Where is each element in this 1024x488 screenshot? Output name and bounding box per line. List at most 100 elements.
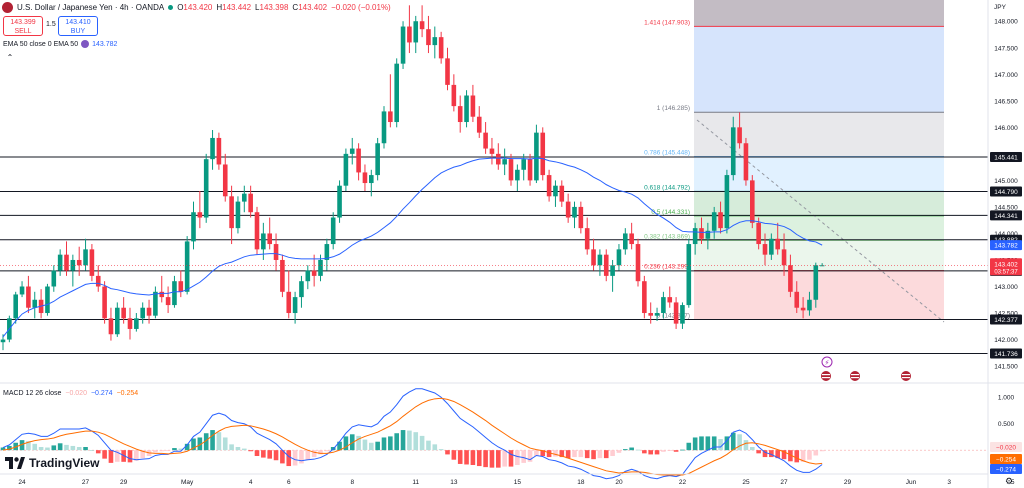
candle-body[interactable] xyxy=(673,302,679,324)
candle-body[interactable] xyxy=(216,137,222,165)
ema-50-line[interactable] xyxy=(2,157,823,338)
candle-body[interactable] xyxy=(26,286,31,308)
candle-body[interactable] xyxy=(337,185,342,218)
candle-body[interactable] xyxy=(794,291,800,308)
candle-body[interactable] xyxy=(254,212,260,250)
candle-body[interactable] xyxy=(210,137,215,160)
candle-body[interactable] xyxy=(146,307,152,316)
candle-body[interactable] xyxy=(235,201,241,229)
candle-body[interactable] xyxy=(432,37,438,46)
candle-body[interactable] xyxy=(464,95,469,123)
fib-trend-line[interactable] xyxy=(696,119,945,323)
candle-body[interactable] xyxy=(349,148,355,154)
candle-body[interactable] xyxy=(318,259,323,276)
candle-body[interactable] xyxy=(426,29,431,46)
candle-body[interactable] xyxy=(635,244,641,282)
macd-pane[interactable] xyxy=(0,388,988,480)
candle-body[interactable] xyxy=(470,95,476,117)
candle-body[interactable] xyxy=(800,307,806,311)
candle-body[interactable] xyxy=(311,270,317,276)
macd-line[interactable] xyxy=(2,388,823,480)
candle-body[interactable] xyxy=(178,281,184,292)
buy-button[interactable]: 143.410 BUY xyxy=(58,16,98,36)
candle-body[interactable] xyxy=(13,294,18,319)
candle-body[interactable] xyxy=(299,281,304,298)
candle-body[interactable] xyxy=(381,111,387,144)
candle-body[interactable] xyxy=(654,313,660,316)
candle-body[interactable] xyxy=(343,153,349,186)
candle-body[interactable] xyxy=(267,233,272,245)
candle-body[interactable] xyxy=(95,275,101,287)
candle-body[interactable] xyxy=(489,148,495,154)
candle-body[interactable] xyxy=(642,281,647,314)
candle-body[interactable] xyxy=(584,228,590,250)
candle-body[interactable] xyxy=(692,228,698,245)
candle-body[interactable] xyxy=(457,106,463,123)
symbol-title[interactable]: U.S. Dollar / Japanese Yen · 4h · OANDA xyxy=(17,2,165,12)
candle-body[interactable] xyxy=(718,212,723,229)
candle-body[interactable] xyxy=(0,339,6,343)
candle-body[interactable] xyxy=(578,206,584,229)
candle-body[interactable] xyxy=(45,286,50,314)
candle-body[interactable] xyxy=(394,63,399,123)
candle-body[interactable] xyxy=(19,286,25,295)
macd-legend[interactable]: MACD 12 26 close −0.020 −0.274 −0.254 xyxy=(3,390,138,397)
candle-body[interactable] xyxy=(140,307,145,319)
candle-body[interactable] xyxy=(102,286,107,319)
candle-body[interactable] xyxy=(32,299,38,308)
candle-body[interactable] xyxy=(743,143,749,181)
candle-body[interactable] xyxy=(445,58,450,85)
candle-body[interactable] xyxy=(476,116,482,133)
candle-body[interactable] xyxy=(540,132,546,176)
candle-body[interactable] xyxy=(197,212,203,218)
candle-body[interactable] xyxy=(762,244,768,255)
candle-body[interactable] xyxy=(680,305,685,324)
candle-body[interactable] xyxy=(610,265,615,276)
candle-body[interactable] xyxy=(667,297,673,303)
candle-body[interactable] xyxy=(623,233,628,250)
candle-body[interactable] xyxy=(203,159,209,218)
candle-body[interactable] xyxy=(273,244,279,260)
candle-body[interactable] xyxy=(229,196,234,229)
candle-body[interactable] xyxy=(515,169,520,181)
price-pane[interactable]: 0 (142.377) 0.236 (143.299) 0.382 (143.869… xyxy=(0,0,988,382)
us-flag-event-icon[interactable] xyxy=(900,370,912,382)
candle-body[interactable] xyxy=(83,249,88,266)
candle-body[interactable] xyxy=(565,201,571,218)
candle-body[interactable] xyxy=(775,238,780,250)
candle-body[interactable] xyxy=(648,313,653,316)
candle-body[interactable] xyxy=(553,185,558,197)
candle-body[interactable] xyxy=(76,259,82,266)
candle-body[interactable] xyxy=(616,249,622,266)
candle-body[interactable] xyxy=(165,297,171,306)
collapse-legend-chevron-up-icon[interactable]: ⌃ xyxy=(6,53,14,62)
candle-body[interactable] xyxy=(388,111,393,123)
candle-body[interactable] xyxy=(286,291,292,314)
candle-body[interactable] xyxy=(51,270,57,287)
candle-body[interactable] xyxy=(108,318,114,335)
candle-body[interactable] xyxy=(819,265,825,267)
candle-body[interactable] xyxy=(115,307,120,335)
candle-body[interactable] xyxy=(64,254,69,271)
candle-body[interactable] xyxy=(521,159,526,170)
candle-body[interactable] xyxy=(813,265,819,300)
us-flag-event-icon[interactable] xyxy=(849,370,861,382)
candle-body[interactable] xyxy=(153,291,158,316)
candle-body[interactable] xyxy=(756,222,761,245)
candle-body[interactable] xyxy=(781,249,787,266)
candle-body[interactable] xyxy=(502,159,507,165)
ema-legend[interactable]: EMA 50 close 0 EMA 50 143.782 xyxy=(3,40,117,48)
candle-body[interactable] xyxy=(127,318,133,329)
candle-body[interactable] xyxy=(546,175,552,197)
candle-body[interactable] xyxy=(121,307,126,319)
indicator-icon[interactable] xyxy=(81,40,90,48)
candle-body[interactable] xyxy=(292,297,298,314)
lightning-event-icon[interactable] xyxy=(821,356,833,368)
candle-body[interactable] xyxy=(508,159,514,181)
candle-body[interactable] xyxy=(330,217,336,245)
candle-body[interactable] xyxy=(527,159,533,181)
candle-body[interactable] xyxy=(400,26,406,64)
candle-body[interactable] xyxy=(699,228,704,239)
us-flag-event-icon[interactable] xyxy=(820,370,832,382)
candle-body[interactable] xyxy=(134,318,139,329)
